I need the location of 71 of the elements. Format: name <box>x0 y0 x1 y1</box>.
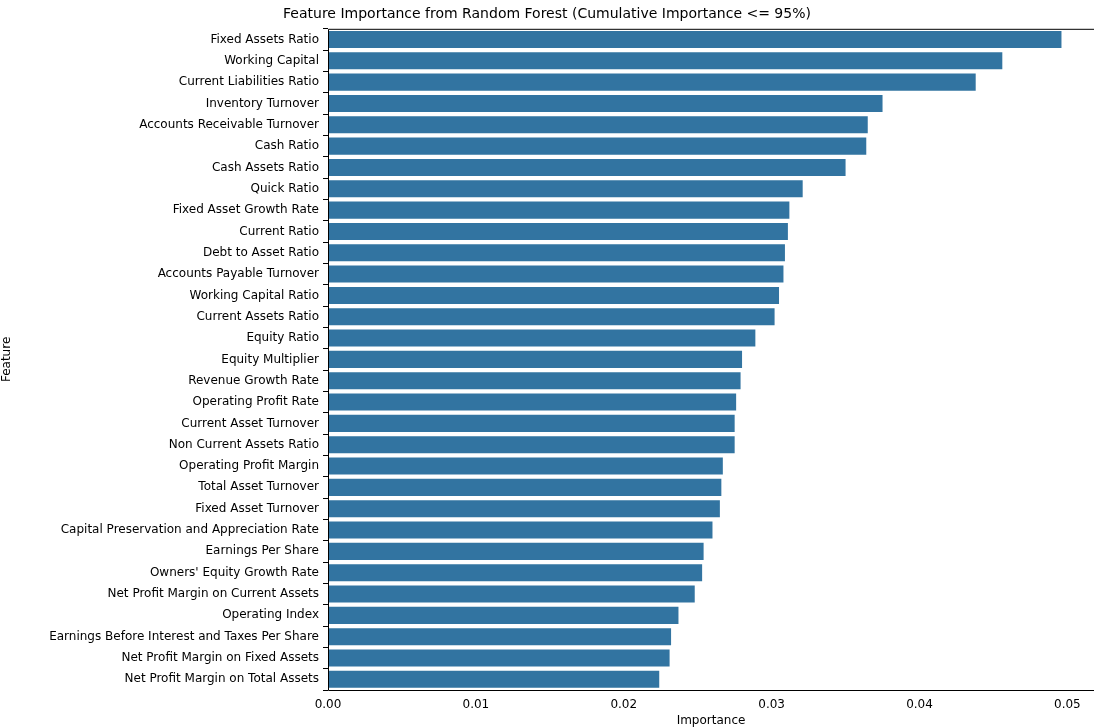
x-tick-label: 0.05 <box>1054 697 1081 712</box>
y-tick-label: Fixed Assets Ratio <box>210 31 319 46</box>
x-tick-label: 0.02 <box>610 697 638 712</box>
y-tick-label: Current Ratio <box>239 223 319 238</box>
y-tick-label: Earnings Before Interest and Taxes Per Share <box>49 628 319 643</box>
y-tick-label: Operating Profit Rate <box>192 394 319 409</box>
bar <box>328 500 720 518</box>
x-tick-label: 0.03 <box>758 697 785 712</box>
chart-title: Feature Importance from Random Forest (Cumulative Importance <= 95%) <box>283 5 811 22</box>
y-tick-label: Current Liabilities Ratio <box>178 74 319 89</box>
y-tick-label: Current Assets Ratio <box>196 308 319 323</box>
bar <box>328 414 735 432</box>
bar <box>328 286 780 304</box>
y-axis-title: Feature <box>0 336 14 383</box>
bar <box>328 542 704 560</box>
y-tick-label: Accounts Receivable Turnover <box>139 116 320 131</box>
y-tick-label: Net Profit Margin on Current Assets <box>107 586 319 601</box>
y-tick-label: Owners' Equity Growth Rate <box>149 564 319 579</box>
y-tick-label: Revenue Growth Rate <box>188 372 319 387</box>
bar <box>328 201 790 219</box>
y-tick-label: Net Profit Margin on Fixed Assets <box>121 650 319 665</box>
bar <box>328 180 803 198</box>
bar <box>328 137 867 155</box>
bar <box>328 116 868 134</box>
bar <box>328 649 670 667</box>
y-tick-label: Equity Multiplier <box>221 351 320 366</box>
bar <box>328 244 785 262</box>
y-tick-label: Capital Preservation and Appreciation Rate <box>60 522 319 537</box>
bar <box>328 393 737 411</box>
y-tick-label: Equity Ratio <box>246 330 319 345</box>
bar <box>328 478 722 496</box>
x-axis-title: Importance <box>676 712 746 727</box>
bar <box>328 350 743 368</box>
y-tick-label: Non Current Assets Ratio <box>168 436 319 451</box>
y-tick-label: Operating Profit Margin <box>179 458 319 473</box>
bar <box>328 73 976 91</box>
bar <box>328 30 1062 48</box>
y-tick-label: Quick Ratio <box>250 180 319 195</box>
bar <box>328 52 1003 70</box>
y-tick-label: Net Profit Margin on Total Assets <box>124 671 319 686</box>
bar <box>328 521 713 539</box>
y-tick-label: Total Asset Turnover <box>197 479 320 494</box>
x-tick-label: 0.00 <box>314 697 342 712</box>
bar <box>328 457 723 475</box>
y-tick-label: Inventory Turnover <box>205 95 320 110</box>
y-tick-label: Current Asset Turnover <box>181 415 320 430</box>
bar <box>328 628 672 646</box>
bar <box>328 564 703 582</box>
bar <box>328 606 679 624</box>
x-tick-label: 0.04 <box>906 697 933 712</box>
bar <box>328 94 883 112</box>
y-tick-label: Working Capital <box>224 52 319 67</box>
bar <box>328 308 775 326</box>
y-tick-label: Debt to Asset Ratio <box>202 244 319 259</box>
bar <box>328 329 756 347</box>
y-tick-label: Accounts Payable Turnover <box>157 266 320 281</box>
y-tick-label: Working Capital Ratio <box>189 287 319 302</box>
y-tick-label: Fixed Asset Growth Rate <box>172 202 319 217</box>
bar <box>328 158 846 176</box>
bar <box>328 372 741 390</box>
bar <box>328 585 695 603</box>
bar <box>328 265 784 283</box>
y-tick-label: Earnings Per Share <box>205 543 319 558</box>
x-tick-label: 0.01 <box>462 697 490 712</box>
bar <box>328 436 735 454</box>
bar <box>328 222 788 240</box>
y-tick-label: Fixed Asset Turnover <box>195 500 320 515</box>
bar <box>328 670 660 688</box>
y-tick-label: Operating Index <box>222 607 319 622</box>
y-tick-label: Cash Assets Ratio <box>211 159 319 174</box>
y-tick-label: Cash Ratio <box>254 138 319 153</box>
